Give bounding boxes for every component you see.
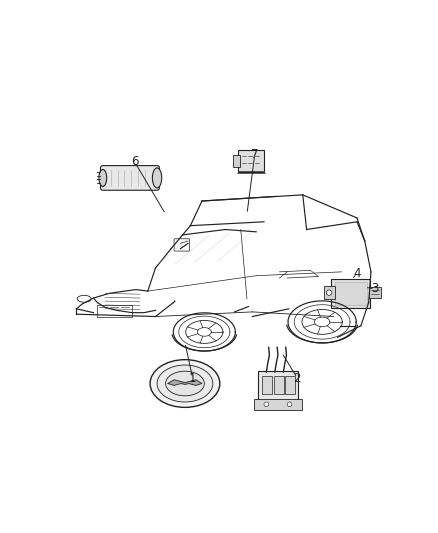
Text: 4: 4 xyxy=(353,267,361,280)
FancyBboxPatch shape xyxy=(335,282,367,304)
Polygon shape xyxy=(168,380,202,385)
FancyBboxPatch shape xyxy=(254,399,302,410)
FancyBboxPatch shape xyxy=(262,376,272,394)
FancyBboxPatch shape xyxy=(332,279,370,308)
Text: 7: 7 xyxy=(251,148,258,161)
Ellipse shape xyxy=(150,360,220,407)
FancyBboxPatch shape xyxy=(285,376,295,394)
Ellipse shape xyxy=(99,169,107,187)
FancyBboxPatch shape xyxy=(238,150,264,172)
Ellipse shape xyxy=(157,365,213,402)
FancyBboxPatch shape xyxy=(324,287,335,299)
Ellipse shape xyxy=(152,168,162,188)
Text: 3: 3 xyxy=(371,282,378,295)
Text: 2: 2 xyxy=(293,372,301,385)
FancyBboxPatch shape xyxy=(258,371,298,400)
FancyBboxPatch shape xyxy=(100,166,159,190)
Circle shape xyxy=(264,402,268,407)
FancyBboxPatch shape xyxy=(233,155,240,167)
Text: 6: 6 xyxy=(131,155,138,168)
Text: 1: 1 xyxy=(189,372,197,385)
FancyBboxPatch shape xyxy=(174,239,190,251)
Circle shape xyxy=(326,290,332,295)
FancyBboxPatch shape xyxy=(274,376,284,394)
FancyBboxPatch shape xyxy=(369,287,381,298)
Circle shape xyxy=(287,402,292,407)
Ellipse shape xyxy=(166,371,204,396)
